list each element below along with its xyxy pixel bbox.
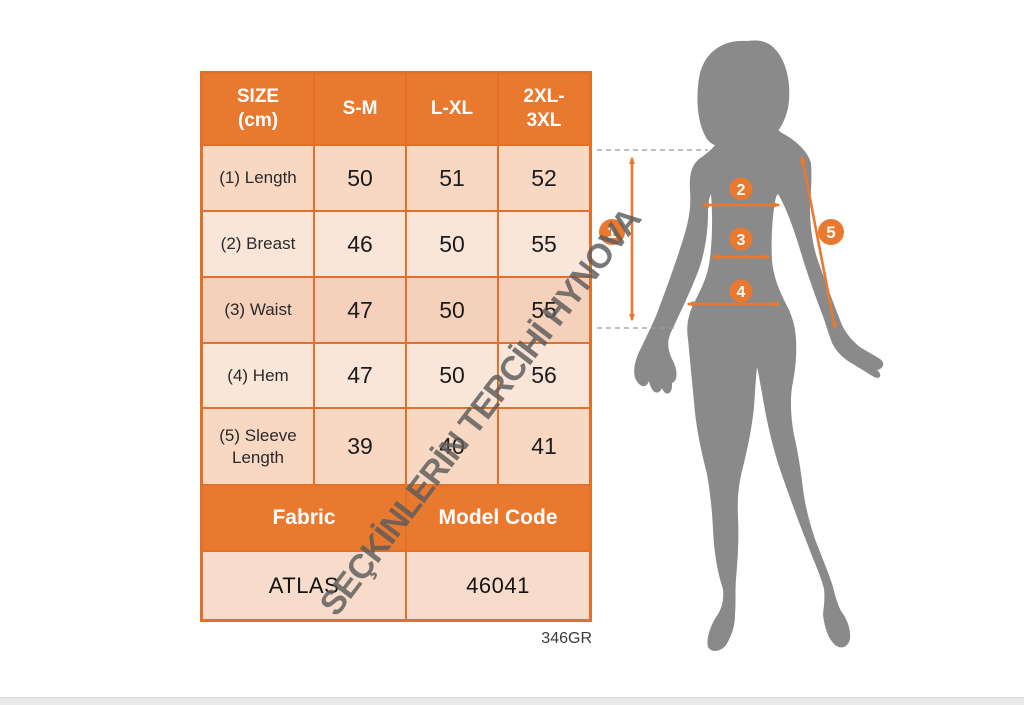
col-header-size-line2: (cm) — [237, 110, 279, 131]
cell-length-sm: 50 — [315, 146, 405, 210]
cell-sleeve-2xl: 41 — [499, 409, 589, 484]
fabric-value: ATLAS — [203, 552, 405, 619]
marker-5-label: 5 — [826, 223, 835, 242]
row-label-waist: (3) Waist — [203, 278, 313, 342]
col-header-lxl-label: L-XL — [430, 98, 474, 120]
marker-2-circle — [729, 177, 753, 201]
marker-4-label: 4 — [737, 284, 746, 301]
silhouette-body — [634, 114, 884, 651]
cell-waist-2xl: 55 — [499, 278, 589, 342]
cell-length-2xl: 52 — [499, 146, 589, 210]
sleeve-arrow — [800, 155, 837, 330]
row-label-length: (1) Length — [203, 146, 313, 210]
col-header-2xl3xl: 2XL- 3XL — [499, 74, 589, 144]
model-code-value: 46041 — [407, 552, 589, 619]
marker-4-circle — [729, 279, 753, 303]
fabric-header: Fabric — [203, 486, 405, 550]
cell-sleeve-sm: 39 — [315, 409, 405, 484]
size-table: SIZE (cm) S-M L-XL 2XL- 3XL (1) Length 5… — [200, 71, 592, 622]
col-header-2xl3xl-line2: 3XL — [526, 110, 562, 131]
row-label-hem: (4) Hem — [203, 344, 313, 407]
marker-1-label: 1 — [607, 223, 616, 242]
cell-waist-sm: 47 — [315, 278, 405, 342]
row-label-sleeve-length: (5) Sleeve Length — [203, 409, 313, 484]
cell-waist-lxl: 50 — [407, 278, 497, 342]
female-silhouette-figure: 1 2 3 4 5 — [597, 40, 884, 651]
model-code-header: Model Code — [407, 486, 589, 550]
row-label-breast: (2) Breast — [203, 212, 313, 276]
marker-3-label: 3 — [737, 232, 746, 249]
marker-3-circle — [729, 227, 753, 251]
bottom-edge-strip — [0, 697, 1024, 705]
cell-hem-2xl: 56 — [499, 344, 589, 407]
cell-sleeve-lxl: 40 — [407, 409, 497, 484]
marker-5-circle — [818, 219, 844, 245]
col-header-lxl: L-XL — [407, 74, 497, 144]
marker-1-circle — [599, 219, 625, 245]
col-header-sm-label: S-M — [342, 98, 378, 120]
cell-length-lxl: 51 — [407, 146, 497, 210]
cell-breast-2xl: 55 — [499, 212, 589, 276]
weight-note: 346GR — [541, 630, 592, 647]
col-header-size: SIZE (cm) — [203, 74, 313, 144]
cell-breast-lxl: 50 — [407, 212, 497, 276]
marker-2-label: 2 — [737, 182, 746, 199]
col-header-2xl3xl-line1: 2XL- — [523, 86, 565, 108]
cell-hem-sm: 47 — [315, 344, 405, 407]
col-header-sm: S-M — [315, 74, 405, 144]
col-header-size-line1: SIZE — [236, 86, 280, 108]
cell-hem-lxl: 50 — [407, 344, 497, 407]
cell-breast-sm: 46 — [315, 212, 405, 276]
